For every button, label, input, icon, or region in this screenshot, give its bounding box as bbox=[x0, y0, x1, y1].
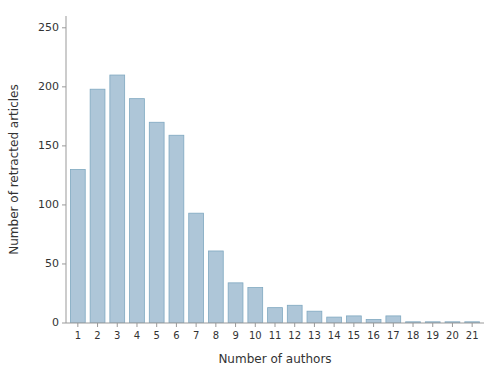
x-tick bbox=[452, 323, 453, 327]
chart-container: 0501001502002501234567891011121314151617… bbox=[0, 0, 500, 375]
x-tick-label: 21 bbox=[466, 330, 479, 341]
x-tick bbox=[176, 323, 177, 327]
y-tick-label: 0 bbox=[52, 316, 59, 329]
x-tick bbox=[136, 323, 137, 327]
y-tick bbox=[62, 263, 66, 264]
bar bbox=[268, 308, 283, 323]
x-tick-label: 10 bbox=[249, 330, 262, 341]
x-tick bbox=[353, 323, 354, 327]
x-tick-label: 9 bbox=[232, 330, 238, 341]
bar bbox=[248, 288, 263, 323]
x-tick-label: 6 bbox=[173, 330, 179, 341]
bars bbox=[70, 75, 479, 323]
x-tick-label: 17 bbox=[387, 330, 400, 341]
x-axis-label: Number of authors bbox=[218, 352, 331, 366]
x-tick-label: 12 bbox=[288, 330, 301, 341]
x-tick-label: 19 bbox=[426, 330, 439, 341]
y-tick bbox=[62, 86, 66, 87]
bar bbox=[189, 213, 204, 323]
bar bbox=[307, 311, 322, 323]
bar bbox=[287, 305, 302, 323]
x-tick bbox=[413, 323, 414, 327]
bar bbox=[110, 75, 125, 323]
y-tick-label: 250 bbox=[38, 21, 59, 34]
x-tick bbox=[314, 323, 315, 327]
x-tick bbox=[393, 323, 394, 327]
x-tick-label: 1 bbox=[75, 330, 81, 341]
x-tick bbox=[117, 323, 118, 327]
chart-svg: 0501001502002501234567891011121314151617… bbox=[0, 0, 500, 375]
x-tick bbox=[97, 323, 98, 327]
x-tick bbox=[255, 323, 256, 327]
x-tick-label: 5 bbox=[154, 330, 160, 341]
axes: 0501001502002501234567891011121314151617… bbox=[38, 16, 484, 341]
x-tick bbox=[235, 323, 236, 327]
x-tick bbox=[334, 323, 335, 327]
x-tick-label: 15 bbox=[348, 330, 361, 341]
y-tick bbox=[62, 145, 66, 146]
x-tick-label: 11 bbox=[269, 330, 282, 341]
x-tick-label: 20 bbox=[446, 330, 459, 341]
y-tick-label: 150 bbox=[38, 139, 59, 152]
y-tick-label: 50 bbox=[45, 257, 59, 270]
x-tick-label: 16 bbox=[367, 330, 380, 341]
x-tick bbox=[275, 323, 276, 327]
x-tick-label: 4 bbox=[134, 330, 140, 341]
bar bbox=[149, 122, 164, 323]
x-tick-label: 7 bbox=[193, 330, 199, 341]
bar bbox=[208, 251, 223, 323]
y-tick-label: 200 bbox=[38, 80, 59, 93]
bar bbox=[70, 170, 85, 324]
bar bbox=[90, 89, 105, 323]
x-tick bbox=[294, 323, 295, 327]
bar bbox=[366, 319, 381, 323]
x-tick-label: 3 bbox=[114, 330, 120, 341]
x-tick bbox=[215, 323, 216, 327]
y-tick bbox=[62, 323, 66, 324]
x-tick bbox=[432, 323, 433, 327]
y-tick-label: 100 bbox=[38, 198, 59, 211]
x-tick bbox=[373, 323, 374, 327]
x-tick-label: 18 bbox=[407, 330, 420, 341]
x-tick bbox=[77, 323, 78, 327]
bar bbox=[327, 317, 342, 323]
y-axis-line bbox=[66, 16, 67, 323]
bar bbox=[169, 135, 184, 323]
x-tick-label: 2 bbox=[94, 330, 100, 341]
x-tick-label: 8 bbox=[213, 330, 219, 341]
bar bbox=[346, 316, 361, 323]
bar bbox=[130, 99, 145, 323]
y-tick bbox=[62, 204, 66, 205]
bar bbox=[228, 283, 243, 323]
x-tick-label: 13 bbox=[308, 330, 321, 341]
x-tick bbox=[156, 323, 157, 327]
x-tick bbox=[196, 323, 197, 327]
y-axis-label: Number of retracted articles bbox=[7, 84, 21, 254]
x-tick-label: 14 bbox=[328, 330, 341, 341]
bar bbox=[386, 316, 401, 323]
y-tick bbox=[62, 27, 66, 28]
x-tick bbox=[472, 323, 473, 327]
